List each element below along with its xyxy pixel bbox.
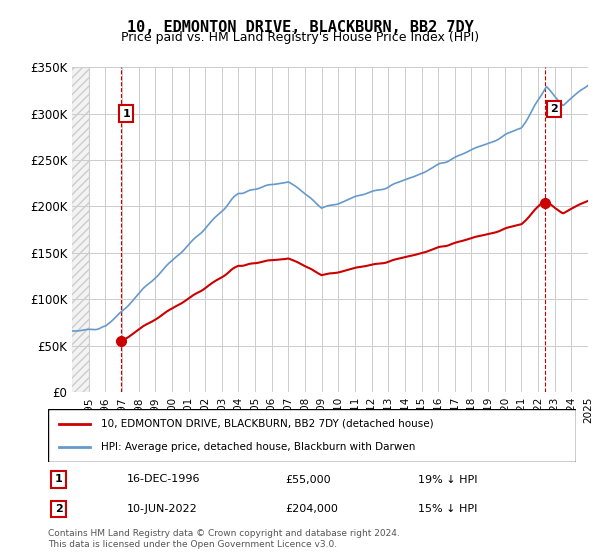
Text: £204,000: £204,000 xyxy=(286,504,338,514)
Text: 1: 1 xyxy=(55,474,62,484)
Text: 16-DEC-1996: 16-DEC-1996 xyxy=(127,474,200,484)
Text: 19% ↓ HPI: 19% ↓ HPI xyxy=(418,474,477,484)
Text: Price paid vs. HM Land Registry's House Price Index (HPI): Price paid vs. HM Land Registry's House … xyxy=(121,31,479,44)
Text: £55,000: £55,000 xyxy=(286,474,331,484)
Text: 15% ↓ HPI: 15% ↓ HPI xyxy=(418,504,477,514)
FancyBboxPatch shape xyxy=(48,409,576,462)
Text: 1: 1 xyxy=(122,109,130,119)
Bar xyxy=(72,67,89,392)
Text: 2: 2 xyxy=(55,504,62,514)
Bar xyxy=(72,67,89,392)
Text: Contains HM Land Registry data © Crown copyright and database right 2024.
This d: Contains HM Land Registry data © Crown c… xyxy=(48,529,400,549)
Text: 2: 2 xyxy=(550,104,557,114)
Text: 10, EDMONTON DRIVE, BLACKBURN, BB2 7DY: 10, EDMONTON DRIVE, BLACKBURN, BB2 7DY xyxy=(127,20,473,35)
Text: HPI: Average price, detached house, Blackburn with Darwen: HPI: Average price, detached house, Blac… xyxy=(101,442,415,452)
Text: 10, EDMONTON DRIVE, BLACKBURN, BB2 7DY (detached house): 10, EDMONTON DRIVE, BLACKBURN, BB2 7DY (… xyxy=(101,419,433,429)
Text: 10-JUN-2022: 10-JUN-2022 xyxy=(127,504,198,514)
